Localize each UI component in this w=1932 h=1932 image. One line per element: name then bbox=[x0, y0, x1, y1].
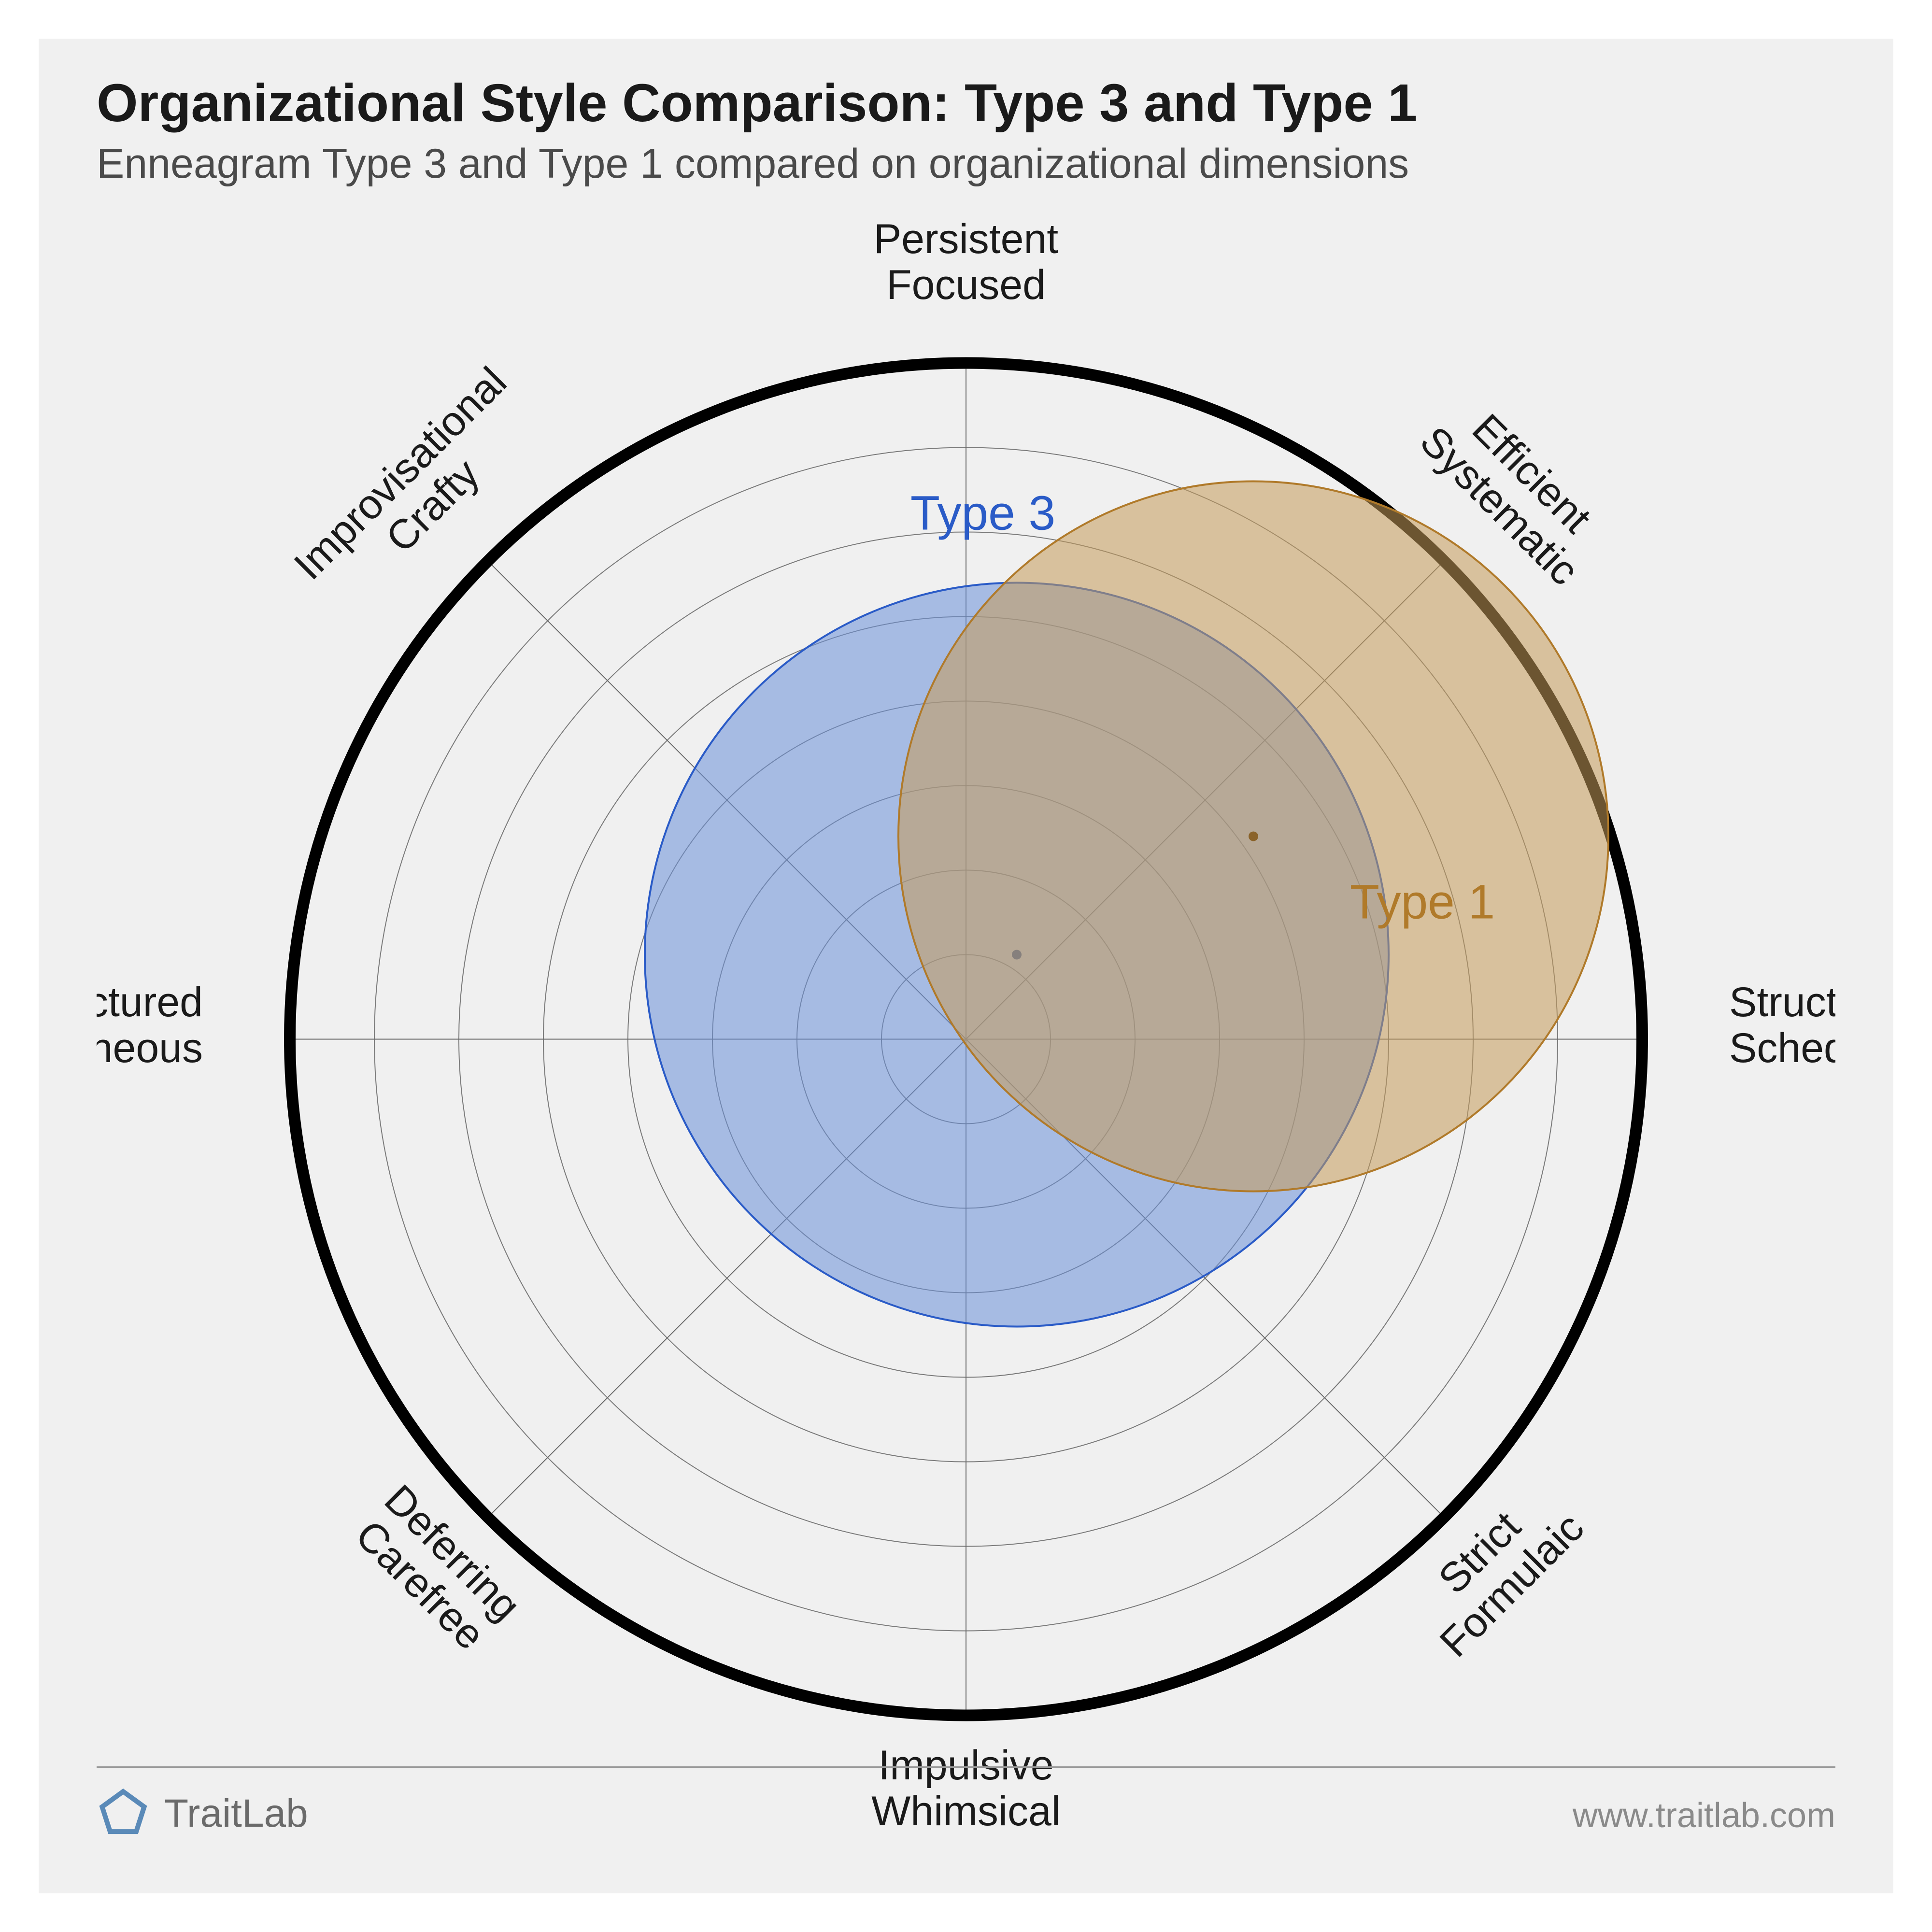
axis-label: UnstructuredSpontaneous bbox=[97, 979, 203, 1071]
chart-title: Organizational Style Comparison: Type 3 … bbox=[97, 72, 1417, 134]
page: Organizational Style Comparison: Type 3 … bbox=[0, 0, 1932, 1932]
axis-label: StructuredScheduled bbox=[1729, 979, 1835, 1071]
series-label: Type 1 bbox=[1350, 875, 1495, 929]
svg-text:ImpulsiveWhimsical: ImpulsiveWhimsical bbox=[871, 1742, 1061, 1834]
axis-label: ImpulsiveWhimsical bbox=[871, 1742, 1061, 1834]
chart-subtitle: Enneagram Type 3 and Type 1 compared on … bbox=[97, 140, 1409, 188]
brand-name: TraitLab bbox=[164, 1791, 308, 1836]
svg-text:UnstructuredSpontaneous: UnstructuredSpontaneous bbox=[97, 979, 203, 1071]
brand-logo-icon bbox=[97, 1787, 150, 1840]
polar-chart: PersistentFocusedEfficientSystematicStru… bbox=[97, 218, 1835, 1862]
series-center-dot bbox=[1249, 831, 1258, 841]
chart-svg: PersistentFocusedEfficientSystematicStru… bbox=[97, 218, 1835, 1860]
brand-url: www.traitlab.com bbox=[1573, 1796, 1835, 1835]
series-label: Type 3 bbox=[910, 486, 1055, 540]
svg-text:PersistentFocused: PersistentFocused bbox=[874, 218, 1058, 308]
axis-label: PersistentFocused bbox=[874, 218, 1058, 308]
svg-text:StructuredScheduled: StructuredScheduled bbox=[1729, 979, 1835, 1071]
footer-divider bbox=[97, 1766, 1835, 1768]
chart-panel: Organizational Style Comparison: Type 3 … bbox=[39, 39, 1893, 1893]
brand: TraitLab bbox=[97, 1787, 308, 1840]
